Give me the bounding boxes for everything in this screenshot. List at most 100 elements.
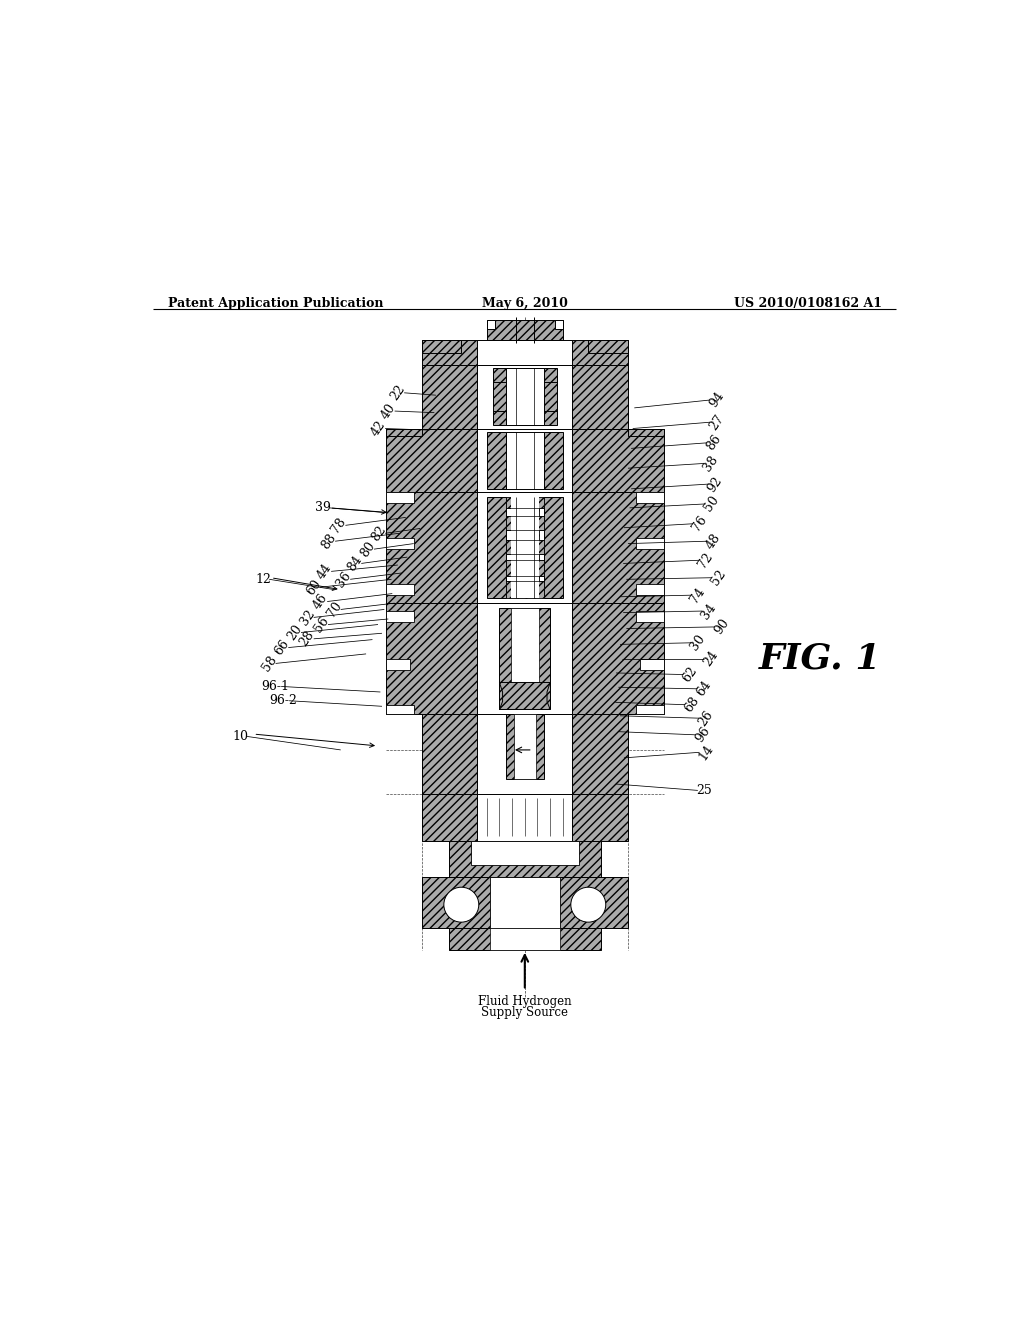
Polygon shape (544, 432, 563, 488)
Polygon shape (588, 339, 628, 354)
Polygon shape (486, 432, 506, 488)
Text: 84: 84 (345, 553, 365, 574)
Polygon shape (555, 319, 563, 329)
Polygon shape (511, 496, 539, 598)
Text: 56: 56 (311, 614, 332, 635)
Text: 90: 90 (712, 616, 731, 638)
Polygon shape (386, 429, 477, 492)
Text: 78: 78 (330, 515, 349, 536)
Polygon shape (506, 368, 544, 425)
Polygon shape (386, 539, 414, 549)
Polygon shape (572, 429, 664, 492)
Text: 80: 80 (357, 539, 378, 560)
Polygon shape (636, 492, 664, 503)
Text: 10: 10 (232, 730, 249, 743)
Polygon shape (449, 928, 601, 950)
Polygon shape (572, 793, 628, 841)
Text: 40: 40 (379, 401, 398, 421)
Polygon shape (489, 876, 560, 928)
Polygon shape (506, 714, 544, 779)
Text: Patent Application Publication: Patent Application Publication (168, 297, 383, 310)
Text: 36: 36 (334, 569, 353, 590)
Polygon shape (572, 603, 664, 714)
Text: 96: 96 (692, 725, 713, 744)
Polygon shape (477, 366, 572, 429)
Text: 48: 48 (703, 531, 724, 552)
Text: 22: 22 (388, 383, 408, 403)
Text: 68: 68 (682, 694, 701, 715)
Polygon shape (386, 429, 422, 437)
Text: 24: 24 (700, 648, 720, 669)
Text: 46: 46 (311, 591, 331, 611)
Text: 27: 27 (707, 412, 727, 433)
Polygon shape (500, 609, 550, 709)
Text: 14: 14 (696, 742, 716, 763)
Polygon shape (477, 603, 572, 714)
Text: 12: 12 (255, 573, 271, 586)
Text: 34: 34 (699, 601, 719, 622)
Text: 52: 52 (709, 568, 728, 587)
Polygon shape (477, 492, 572, 603)
Text: 74: 74 (688, 585, 708, 606)
Polygon shape (386, 705, 414, 714)
Text: 70: 70 (325, 599, 344, 619)
Polygon shape (572, 714, 628, 793)
Polygon shape (572, 492, 664, 603)
Polygon shape (422, 876, 628, 928)
Polygon shape (386, 603, 477, 714)
Text: 39: 39 (315, 502, 331, 515)
Text: 82: 82 (369, 523, 389, 544)
Polygon shape (422, 793, 477, 841)
Circle shape (443, 887, 479, 923)
Text: Fluid Hydrogen: Fluid Hydrogen (478, 995, 571, 1008)
Text: 60: 60 (304, 577, 324, 598)
Text: 20: 20 (285, 622, 304, 643)
Polygon shape (486, 319, 563, 339)
Polygon shape (636, 705, 664, 714)
Text: 30: 30 (688, 632, 708, 653)
Polygon shape (471, 841, 579, 865)
Polygon shape (386, 659, 410, 669)
Polygon shape (486, 319, 495, 329)
Text: May 6, 2010: May 6, 2010 (482, 297, 567, 310)
Text: 88: 88 (318, 531, 339, 552)
Polygon shape (636, 539, 664, 549)
Text: 94: 94 (707, 389, 727, 411)
Polygon shape (477, 429, 572, 492)
Polygon shape (477, 339, 572, 366)
Text: Supply Source: Supply Source (481, 1006, 568, 1019)
Text: 42: 42 (369, 418, 389, 438)
Polygon shape (500, 682, 550, 709)
Polygon shape (636, 583, 664, 595)
Polygon shape (477, 714, 572, 793)
Polygon shape (386, 611, 414, 622)
Polygon shape (449, 841, 601, 876)
Text: 32: 32 (298, 607, 317, 627)
Polygon shape (572, 366, 628, 429)
Polygon shape (486, 496, 506, 598)
Text: 96-1: 96-1 (261, 680, 289, 693)
Text: 58: 58 (259, 653, 280, 673)
Circle shape (570, 887, 606, 923)
Polygon shape (514, 714, 536, 779)
Polygon shape (477, 793, 572, 841)
Text: 50: 50 (702, 494, 722, 515)
Text: US 2010/0108162 A1: US 2010/0108162 A1 (734, 297, 882, 310)
Text: 38: 38 (700, 453, 721, 474)
Polygon shape (628, 429, 664, 437)
Text: 72: 72 (696, 550, 716, 570)
Polygon shape (494, 368, 557, 425)
Polygon shape (640, 659, 664, 669)
Polygon shape (386, 492, 414, 503)
Polygon shape (506, 496, 544, 598)
Polygon shape (544, 496, 563, 598)
Text: 26: 26 (696, 708, 716, 729)
Text: 25: 25 (696, 784, 712, 797)
Polygon shape (636, 611, 664, 622)
Polygon shape (422, 366, 477, 429)
Text: 92: 92 (706, 474, 725, 494)
Polygon shape (506, 432, 544, 488)
Text: 62: 62 (680, 664, 699, 685)
Polygon shape (386, 492, 477, 603)
Text: FIG. 1: FIG. 1 (759, 642, 882, 676)
